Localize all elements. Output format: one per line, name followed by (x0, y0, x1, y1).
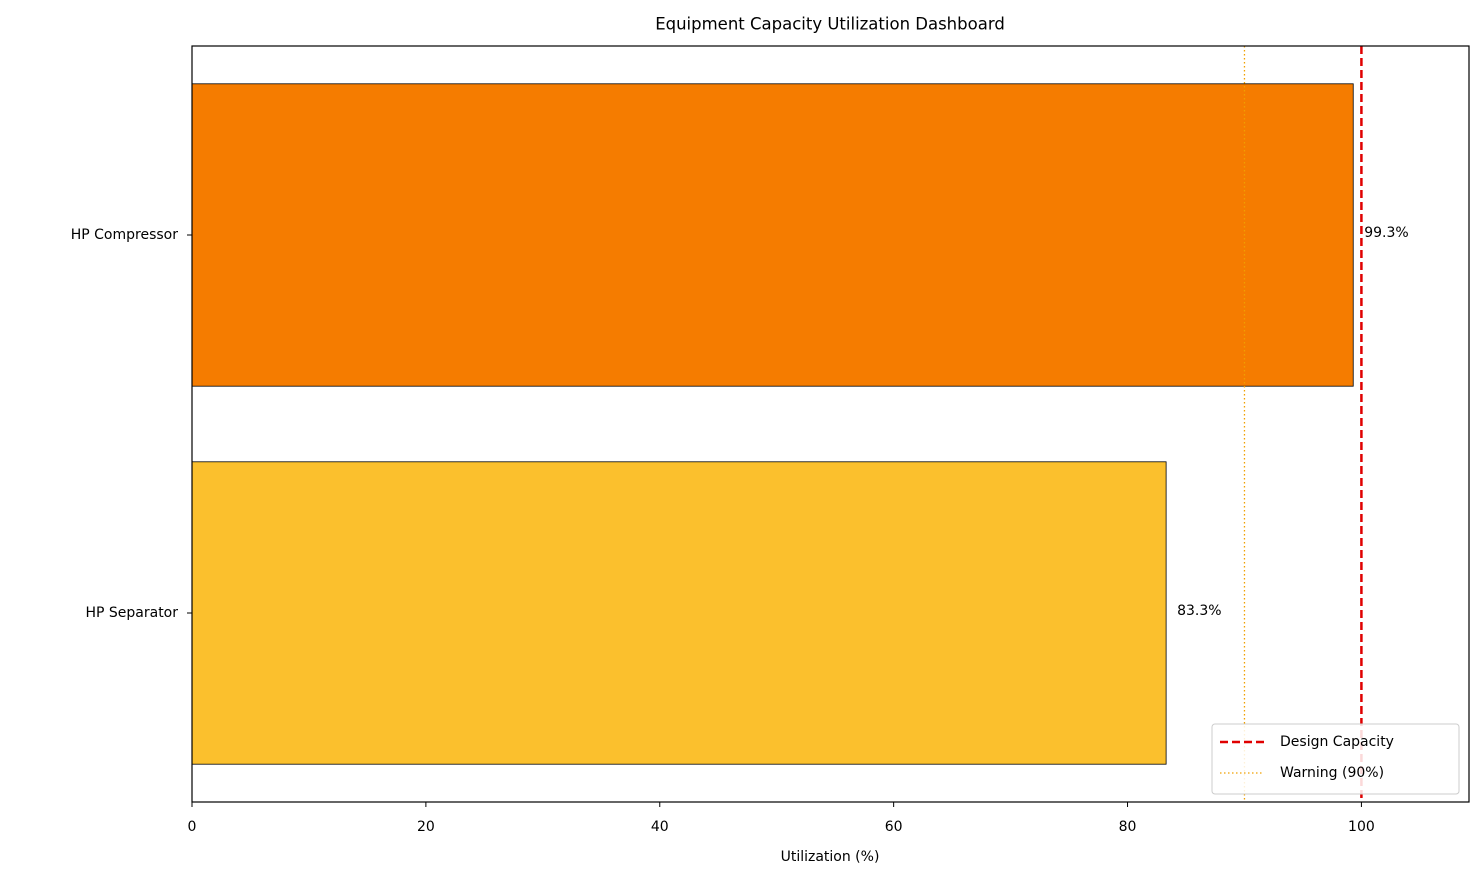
legend-label: Design Capacity (1280, 734, 1394, 750)
legend: Design Capacity Warning (90%) (1211, 723, 1460, 795)
y-tick-label: HP Compressor (71, 227, 179, 243)
x-tick-label: 100 (1348, 819, 1375, 835)
plot-frame (191, 45, 1470, 803)
value-label: 99.3% (1364, 225, 1408, 241)
value-label: 83.3% (1177, 603, 1221, 619)
legend-label: Warning (90%) (1280, 765, 1384, 781)
x-tick-label: 20 (417, 819, 435, 835)
x-tick-label: 60 (885, 819, 903, 835)
bar (191, 461, 1167, 765)
x-axis-label: Utilization (%) (781, 849, 880, 865)
bar (191, 83, 1354, 387)
legend-box (1211, 723, 1460, 795)
x-tick-label: 0 (188, 819, 197, 835)
x-tick-label: 40 (651, 819, 669, 835)
chart-title: Equipment Capacity Utilization Dashboard (655, 15, 1005, 34)
x-tick-label: 80 (1119, 819, 1137, 835)
y-tick-label: HP Separator (85, 605, 178, 621)
